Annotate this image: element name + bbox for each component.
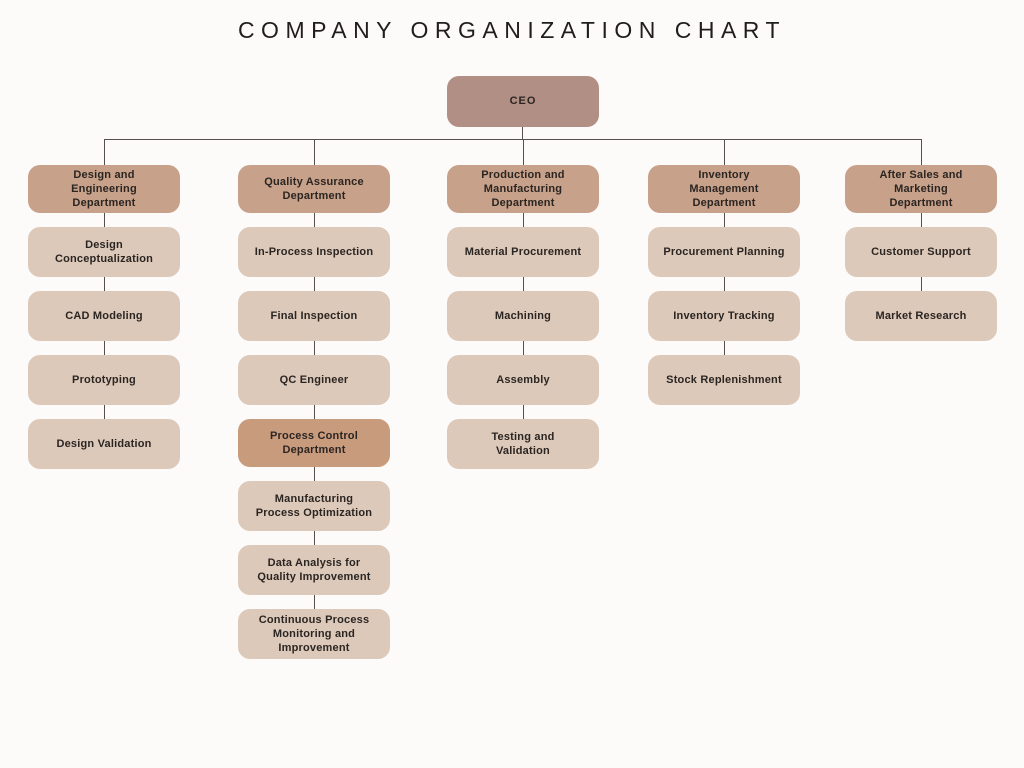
node-connector-line xyxy=(313,341,315,355)
node-connector-line xyxy=(522,341,524,355)
node-connector-line xyxy=(103,341,105,355)
node-connector-line xyxy=(103,213,105,227)
node-connector-line xyxy=(920,213,922,227)
node-connector-line xyxy=(313,467,315,481)
node-connector-line xyxy=(103,405,105,419)
node-material-procurement: Material Procurement xyxy=(447,227,599,277)
node-quality-assurance-department: Quality Assurance Department xyxy=(238,165,390,213)
node-inventory-management-department: Inventory Management Department xyxy=(648,165,800,213)
node-manufacturing-process-optimization: Manufacturing Process Optimization xyxy=(238,481,390,531)
node-connector-line xyxy=(313,531,315,545)
ceo-connector-line xyxy=(522,127,523,139)
department-drop-line xyxy=(314,139,315,165)
node-machining: Machining xyxy=(447,291,599,341)
node-design-and-engineering-department: Design and Engineering Department xyxy=(28,165,180,213)
node-connector-line xyxy=(522,277,524,291)
node-data-analysis-for-quality-improvement: Data Analysis for Quality Improvement xyxy=(238,545,390,595)
node-qc-engineer: QC Engineer xyxy=(238,355,390,405)
node-assembly: Assembly xyxy=(447,355,599,405)
node-prototyping: Prototyping xyxy=(28,355,180,405)
node-design-validation: Design Validation xyxy=(28,419,180,469)
column-after-sales-and: After Sales and Marketing Department Cust… xyxy=(845,165,997,341)
node-connector-line xyxy=(522,213,524,227)
node-connector-line xyxy=(313,595,315,609)
node-market-research: Market Research xyxy=(845,291,997,341)
ceo-node: CEO xyxy=(447,76,599,127)
node-connector-line xyxy=(920,277,922,291)
node-connector-line xyxy=(723,213,725,227)
department-drop-line xyxy=(104,139,105,165)
page-title: COMPANY ORGANIZATION CHART xyxy=(237,17,787,43)
horizontal-connector-line xyxy=(104,139,922,140)
node-cad-modeling: CAD Modeling xyxy=(28,291,180,341)
node-connector-line xyxy=(313,405,315,419)
node-connector-line xyxy=(313,213,315,227)
node-in-process-inspection: In-Process Inspection xyxy=(238,227,390,277)
node-procurement-planning: Procurement Planning xyxy=(648,227,800,277)
node-process-control-department: Process Control Department xyxy=(238,419,390,467)
node-connector-line xyxy=(103,277,105,291)
column-inventory: Inventory Management Department Procureme… xyxy=(648,165,800,405)
column-quality-assurance: Quality Assurance Department In-Process I… xyxy=(238,165,390,659)
node-connector-line xyxy=(522,405,524,419)
node-connector-line xyxy=(723,277,725,291)
department-drop-line xyxy=(921,139,922,165)
column-production-and: Production and Manufacturing Department M… xyxy=(447,165,599,469)
node-connector-line xyxy=(313,277,315,291)
node-final-inspection: Final Inspection xyxy=(238,291,390,341)
node-stock-replenishment: Stock Replenishment xyxy=(648,355,800,405)
department-drop-line xyxy=(724,139,725,165)
node-testing-and-validation: Testing and Validation xyxy=(447,419,599,469)
node-inventory-tracking: Inventory Tracking xyxy=(648,291,800,341)
department-drop-line xyxy=(523,139,524,165)
node-after-sales-and-marketing-department: After Sales and Marketing Department xyxy=(845,165,997,213)
node-connector-line xyxy=(723,341,725,355)
column-design-and: Design and Engineering Department Design … xyxy=(28,165,180,469)
node-design-conceptualization: Design Conceptualization xyxy=(28,227,180,277)
node-customer-support: Customer Support xyxy=(845,227,997,277)
node-production-and-manufacturing-department: Production and Manufacturing Department xyxy=(447,165,599,213)
node-continuous-process-monitoring-and-improvement: Continuous Process Monitoring and Improv… xyxy=(238,609,390,659)
